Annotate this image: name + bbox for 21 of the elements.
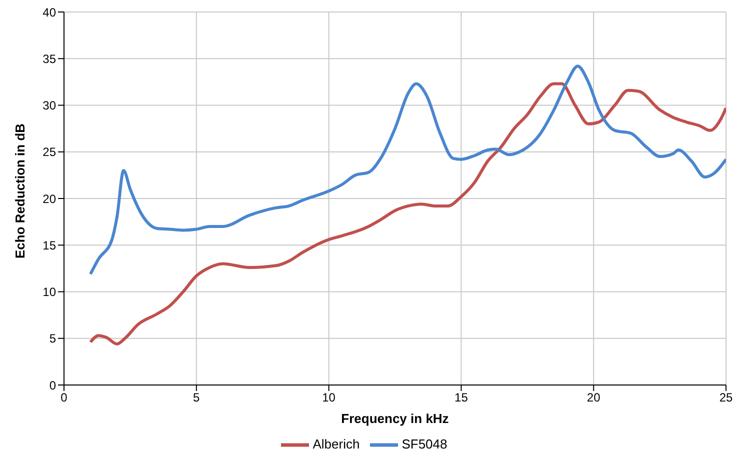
line-series [88,64,726,276]
x-tick-label: 15 [454,390,468,405]
y-axis-title: Echo Reduction in dB [12,123,28,258]
y-tick-label: 25 [42,145,56,160]
x-tick-label: 5 [193,390,200,405]
y-tick-label: 40 [42,5,56,20]
y-tick-label: 0 [49,378,56,392]
y-tick-label: 15 [42,238,56,252]
line-series [88,82,726,346]
x-tick-label: 10 [322,390,336,405]
y-tick-label: 20 [42,192,56,206]
y-tick-label: 30 [42,98,56,113]
legend-label: Alberich [312,436,360,452]
x-tick-label: 25 [719,390,733,405]
y-tick-label: 5 [49,332,56,346]
x-tick-label: 20 [586,390,601,405]
y-tick-label: 35 [42,52,56,66]
x-axis-title: Frequency in kHz [341,411,450,426]
y-tick-label: 10 [42,285,56,300]
x-tick-label: 0 [60,390,68,405]
legend-label: SF5048 [402,436,448,452]
